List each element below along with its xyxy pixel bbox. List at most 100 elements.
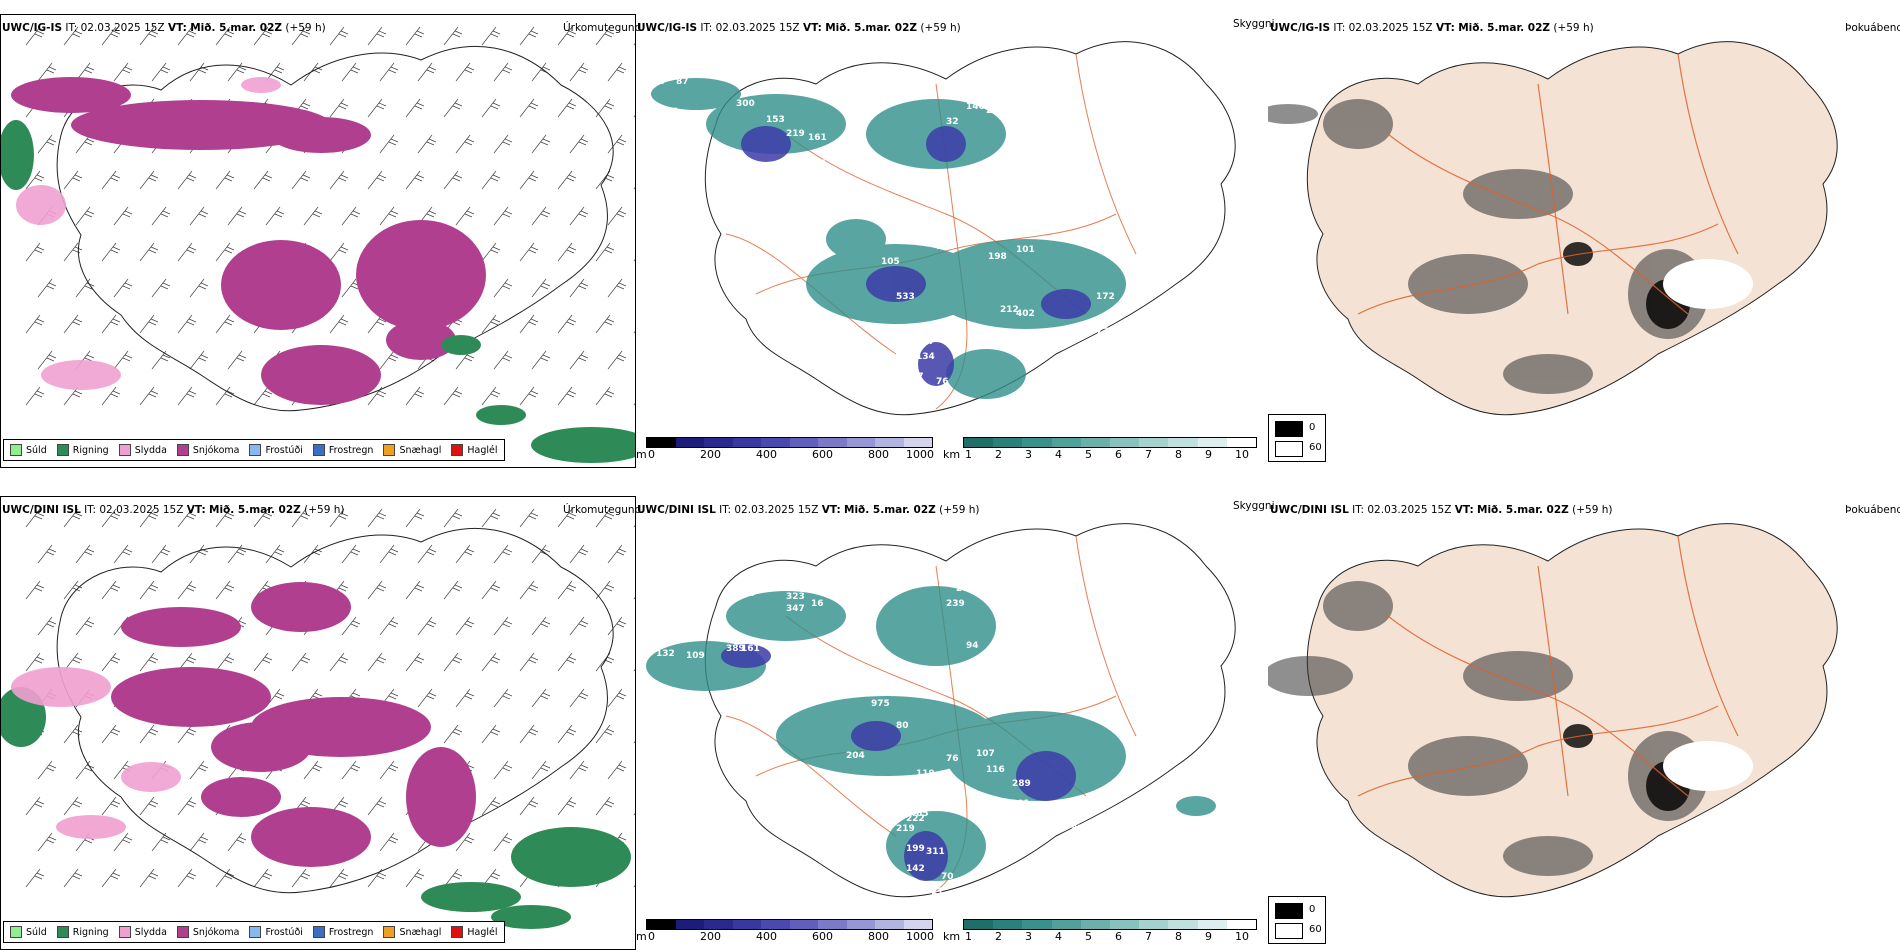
wind-barb bbox=[25, 242, 45, 262]
wind-barb bbox=[139, 508, 159, 528]
legend-swatch bbox=[451, 444, 464, 456]
elevation-label: 212 bbox=[1000, 305, 1019, 315]
wind-barb bbox=[215, 580, 235, 600]
legend-label: Snjókoma bbox=[192, 444, 240, 456]
wind-barb bbox=[557, 26, 577, 46]
wind-barb bbox=[113, 544, 133, 564]
row1-visibility-panel: 87 87 300 80 153 219 161 321 144 204 245 990 146 274 7… bbox=[636, 14, 1262, 466]
wind-barb bbox=[291, 170, 311, 190]
wind-barb bbox=[481, 652, 501, 672]
lead-time: (+59 h) bbox=[920, 22, 961, 34]
elevation-label: 76 bbox=[946, 754, 959, 764]
legend-item-rigning: Rigning bbox=[56, 926, 109, 938]
wind-barb bbox=[405, 580, 425, 600]
elevation-label: 183 bbox=[1006, 127, 1025, 137]
elevation-label: 107 bbox=[976, 749, 995, 759]
wind-barb bbox=[177, 170, 197, 190]
elevation-label: 65 bbox=[916, 809, 929, 819]
visibility-tick: 8 bbox=[1175, 448, 1182, 461]
wind-barb bbox=[341, 206, 361, 226]
elevation-colorbar bbox=[646, 919, 933, 930]
elevation-label: 87 bbox=[986, 159, 999, 169]
legend-label: Snæhagl bbox=[399, 926, 442, 938]
wind-barb bbox=[519, 98, 539, 118]
wind-barb bbox=[379, 350, 399, 370]
wind-barb bbox=[37, 134, 57, 154]
elevation-unit: m bbox=[636, 930, 647, 943]
wind-barb bbox=[113, 350, 133, 370]
wind-barb bbox=[633, 813, 635, 816]
visibility-tick: 8 bbox=[1175, 930, 1182, 943]
wind-barb bbox=[607, 760, 627, 780]
legend-swatch bbox=[383, 444, 396, 456]
elevation-label: 323 bbox=[786, 592, 805, 602]
row2-fog-clear bbox=[1663, 741, 1753, 791]
wind-barb bbox=[303, 544, 323, 564]
elevation-label: 116 bbox=[986, 765, 1005, 775]
elevation-label: 311 bbox=[926, 847, 945, 857]
wind-barb bbox=[177, 26, 197, 46]
wind-barb bbox=[101, 26, 121, 46]
it-label: IT: bbox=[1333, 22, 1346, 34]
elevation-label: 161 bbox=[808, 133, 827, 143]
legend-label: Snæhagl bbox=[399, 444, 442, 456]
row1-fog-clear bbox=[1663, 259, 1753, 309]
wind-barb bbox=[531, 134, 551, 154]
wind-barb bbox=[25, 796, 45, 816]
legend-item-sudl: Súld bbox=[10, 444, 47, 456]
wind-barb bbox=[493, 832, 513, 852]
wind-barb bbox=[405, 652, 425, 672]
wind-barb bbox=[405, 26, 425, 46]
elevation-label: 177 bbox=[916, 337, 935, 347]
elevation-label: 990 bbox=[996, 91, 1015, 101]
wind-barb bbox=[139, 170, 159, 190]
wind-barb bbox=[113, 832, 133, 852]
wind-barb bbox=[557, 724, 577, 744]
wind-barb bbox=[557, 508, 577, 528]
vt-label: VT: bbox=[802, 22, 822, 34]
lead-time: (+59 h) bbox=[304, 504, 345, 516]
it-value: 02.03.2025 15Z bbox=[734, 504, 819, 516]
row2-panel2-title: Skyggni bbox=[1233, 500, 1275, 512]
wind-barb bbox=[493, 616, 513, 636]
row2-fog-map bbox=[1268, 523, 1838, 898]
lead-time: (+59 h) bbox=[285, 22, 326, 34]
wind-barb bbox=[101, 242, 121, 262]
wind-barb bbox=[531, 760, 551, 780]
wind-barb bbox=[367, 868, 387, 888]
iceland-outline bbox=[56, 45, 614, 412]
wind-barb bbox=[481, 26, 501, 46]
row1-precip-panel: Súld Rigning Slydda Snjókoma Frostúði Fr… bbox=[0, 14, 636, 468]
visibility-tick: 9 bbox=[1205, 930, 1212, 943]
legend-item-frostregn: Frostregn bbox=[312, 926, 373, 938]
it-value: 02.03.2025 15Z bbox=[1367, 504, 1452, 516]
wind-barb bbox=[519, 580, 539, 600]
it-label: IT: bbox=[1352, 504, 1365, 516]
row1-elevation-scale: m 0 200 400 600 800 1000 bbox=[636, 437, 936, 467]
legend-label: Rigning bbox=[72, 926, 109, 938]
fog-swatch-dark bbox=[1275, 903, 1303, 919]
wind-barb bbox=[379, 544, 399, 564]
wind-barb bbox=[481, 508, 501, 528]
elevation-label: 198 bbox=[988, 252, 1007, 262]
wind-barb bbox=[101, 170, 121, 190]
wind-barb bbox=[557, 314, 577, 334]
legend-label: Súld bbox=[26, 444, 47, 456]
fog-legend-top: 0 bbox=[1309, 904, 1316, 915]
elevation-label: 219 bbox=[896, 824, 915, 834]
wind-barb bbox=[455, 134, 475, 154]
fog-legend-bottom: 60 bbox=[1309, 924, 1322, 935]
row2-precip-map bbox=[1, 508, 635, 929]
elevation-label: 87 bbox=[654, 77, 667, 87]
wind-barb bbox=[189, 350, 209, 370]
wind-barb bbox=[633, 331, 635, 334]
wind-barb bbox=[569, 616, 589, 636]
wind-barb bbox=[633, 597, 635, 600]
elevation-tick: 0 bbox=[648, 448, 655, 461]
wind-barb bbox=[291, 26, 311, 46]
wind-barb bbox=[253, 652, 273, 672]
vt-value: Mið. 5.mar. 02Z bbox=[209, 504, 301, 516]
wind-barb bbox=[569, 544, 589, 564]
visibility-tick: 3 bbox=[1025, 930, 1032, 943]
wind-barb bbox=[569, 760, 589, 780]
